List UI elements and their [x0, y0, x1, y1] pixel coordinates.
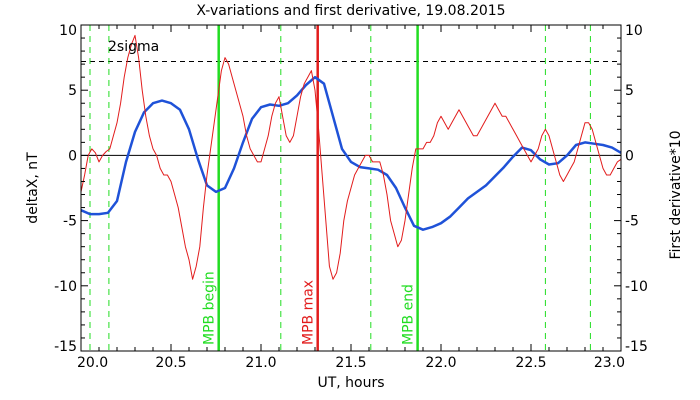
y-tick-label-left: 5	[68, 83, 77, 99]
x-tick-label: 23.0	[594, 355, 625, 371]
threshold-label: 2sigma	[108, 39, 159, 55]
labels-layer: MPB begin MPB max MPB end 20.0 20.5 21.0 21.5 2…	[54, 23, 648, 371]
series-derivative-line	[80, 34, 622, 280]
y-tick-label-right: 0	[625, 148, 634, 164]
y-tick-label-right: -10	[625, 279, 648, 295]
x-tick-label: 20.5	[155, 355, 186, 371]
y-tick-label-right: -15	[625, 339, 648, 355]
x-axis-label: UT, hours	[317, 375, 384, 391]
ticks-layer	[80, 24, 622, 352]
marker-label-mpb-max: MPB max	[301, 280, 317, 345]
y-axis-label-right: First derivative*10	[668, 130, 684, 259]
y-tick-label-left: -10	[54, 279, 77, 295]
chart-title: X-variations and first derivative, 19.08…	[196, 3, 505, 19]
y-axis-label-left: deltaX, nT	[25, 152, 41, 224]
y-tick-label-left: 10	[59, 23, 77, 39]
y-tick-label-right: -5	[625, 214, 639, 230]
x-tick-label: 20.0	[77, 355, 108, 371]
y-tick-label-left: -5	[63, 214, 77, 230]
y-tick-label-right: 10	[625, 23, 643, 39]
x-tick-label: 22.5	[515, 355, 546, 371]
x-tick-label: 22.0	[425, 355, 456, 371]
lines-layer	[80, 34, 622, 280]
y-tick-label-left: 0	[68, 148, 77, 164]
marker-label-mpb-begin: MPB begin	[202, 271, 218, 345]
x-tick-label: 21.0	[245, 355, 276, 371]
y-tick-label-left: -15	[54, 339, 77, 355]
y-tick-label-right: 5	[625, 83, 634, 99]
x-tick-label: 21.5	[335, 355, 366, 371]
marker-label-mpb-end: MPB end	[401, 284, 417, 345]
series-deltax-line	[80, 75, 622, 231]
